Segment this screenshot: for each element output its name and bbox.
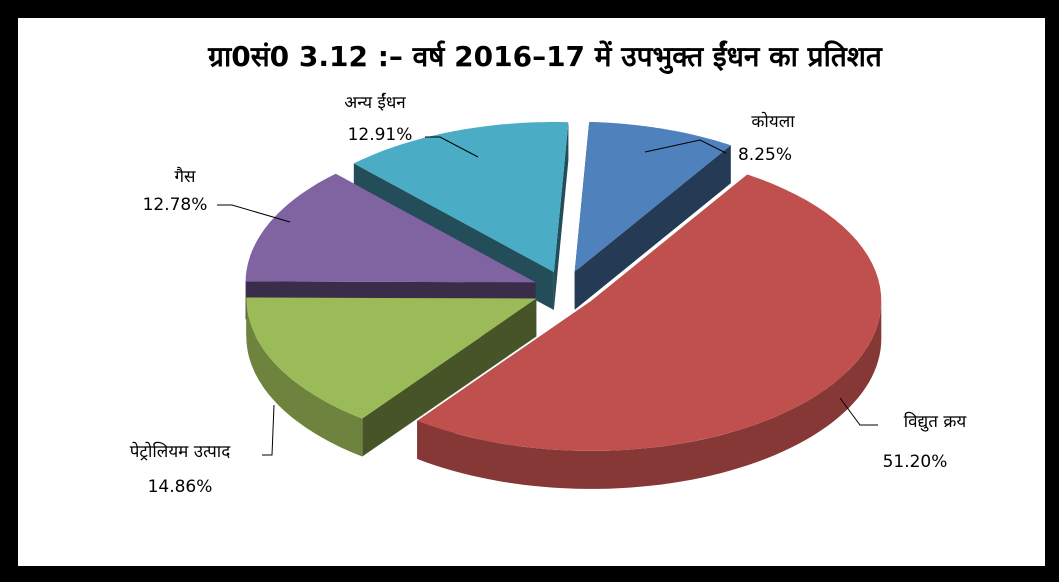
pie [245, 121, 882, 489]
category-label: पेट्रोलियम उत्पाद [130, 441, 231, 462]
leader-line [644, 139, 727, 154]
value-label: 12.78% [143, 195, 208, 215]
slice [245, 173, 536, 283]
labels: कोयला 8.25% विद्युत क्रय 51.20% पेट्रोलियम उ… [130, 92, 968, 497]
leader-line [217, 204, 291, 223]
value-label: 12.91% [348, 125, 413, 145]
category-label: कोयला [751, 111, 795, 132]
leader-line [425, 136, 479, 158]
slice-side [553, 122, 569, 310]
slice [417, 174, 882, 451]
slice-side [574, 145, 731, 310]
slice [246, 297, 537, 419]
value-label: 51.20% [883, 452, 948, 472]
leader-line [262, 404, 275, 456]
value-label: 8.25% [738, 145, 792, 165]
category-label: गैस [174, 166, 196, 187]
slice [353, 122, 569, 272]
slice-edge [246, 298, 363, 457]
category-label: अन्य ईंधन [344, 92, 406, 113]
slice [574, 121, 731, 272]
value-label: 14.86% [148, 477, 213, 497]
slice-edge [417, 300, 882, 489]
category-label: विद्युत क्रय [904, 411, 968, 432]
slice-side [362, 298, 537, 457]
chart-title: ग्रा0सं0 3.12 :– वर्ष 2016–17 में उपभुक्… [207, 40, 883, 74]
leader-line [839, 397, 878, 426]
